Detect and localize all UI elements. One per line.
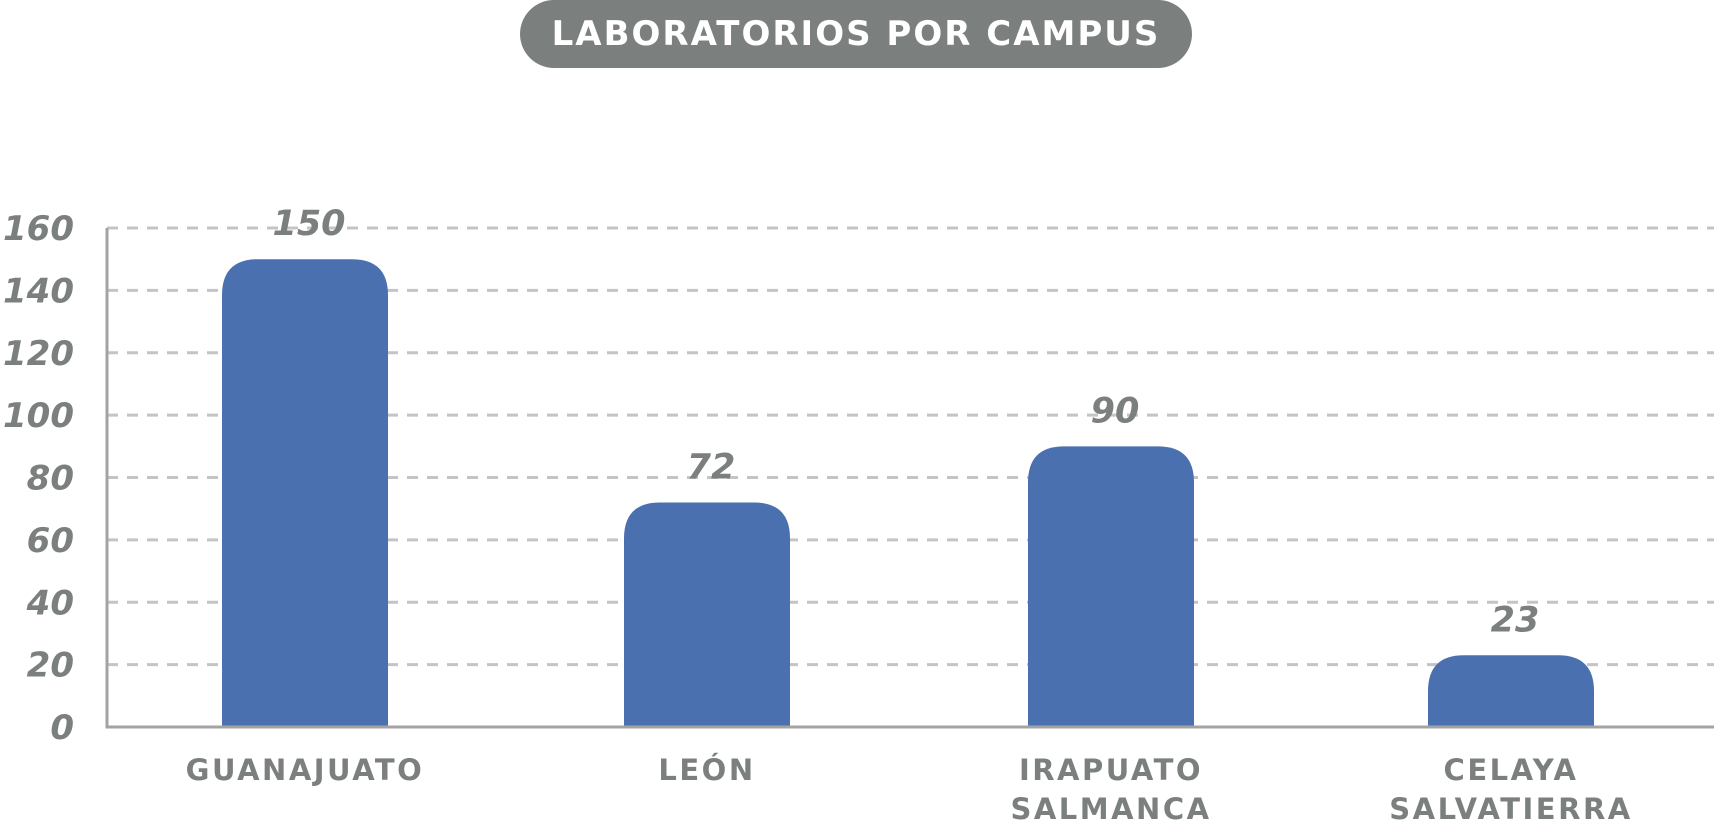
bars: [222, 259, 1594, 727]
bar-2: [1028, 446, 1194, 727]
data-label: 90: [1091, 391, 1140, 431]
x-category-label: IRAPUATO: [1019, 753, 1203, 787]
y-tick-label: 0: [50, 708, 74, 748]
x-category-label: CELAYA: [1444, 753, 1579, 787]
bar-0: [222, 259, 388, 727]
x-category-label: SALMANCA: [1010, 792, 1211, 826]
y-tick-label: 140: [3, 271, 74, 311]
y-tick-label: 100: [3, 396, 74, 436]
y-tick-label: 20: [27, 646, 74, 686]
y-tick-label: 80: [27, 459, 74, 499]
y-tick-label: 120: [3, 334, 74, 374]
bar-1: [624, 502, 790, 727]
x-category-label: GUANAJUATO: [186, 753, 425, 787]
x-category-label: LEÓN: [658, 753, 755, 787]
data-label: 72: [687, 447, 736, 487]
x-category-label: SALVATIERRA: [1389, 792, 1632, 826]
axes: [105, 228, 1714, 729]
data-label: 23: [1491, 600, 1540, 640]
labels: 0 20 40 60 80 100 120 140 160 150 GUANAJUATO 72 LEÓN…: [3, 204, 1632, 826]
y-tick-label: 160: [3, 209, 74, 249]
y-tick-label: 40: [26, 583, 74, 623]
chart-title: LABORATORIOS POR CAMPUS: [520, 0, 1192, 68]
y-tick-label: 60: [27, 521, 74, 561]
bar-3: [1428, 655, 1594, 727]
data-label: 150: [272, 204, 345, 244]
